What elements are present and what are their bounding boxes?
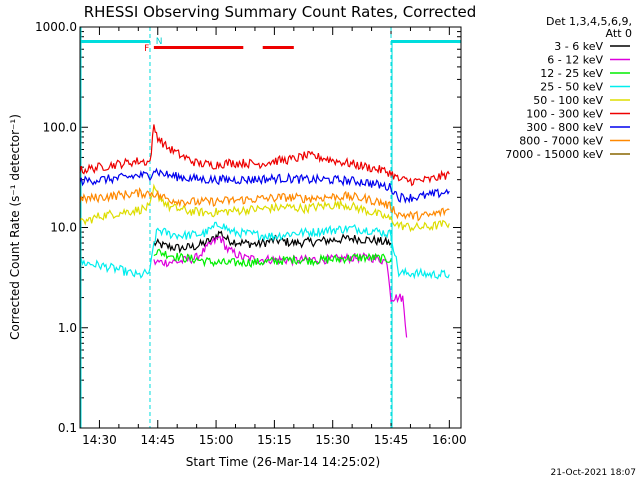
series-line [153,235,408,338]
x-axis: 14:30 14:45 15:00 15:15 15:30 15:45 16:00 [79,27,467,447]
legend-label: 3 - 6 keV [554,40,603,53]
footer-date: 21-Oct-2021 18:07 [551,468,636,478]
flare-flag-label: F [144,44,149,54]
series-lines [79,124,450,338]
y-tick-label: 1000.0 [35,20,77,34]
x-tick-label: 15:30 [315,433,350,447]
night-flag-bar [80,40,150,43]
legend-label: 6 - 12 keV [547,54,603,67]
legend-label: 800 - 7000 keV [519,135,603,148]
x-tick-label: 14:45 [140,433,175,447]
y-tick-label: 10.0 [50,221,77,235]
series-line [79,183,450,233]
plot-frame [79,26,462,429]
y-axis-label: Corrected Count Rate (s⁻¹ detector⁻¹) [8,114,22,340]
legend-label: 25 - 50 keV [540,81,603,94]
legend-label: 7000 - 15000 keV [505,148,603,161]
night-flag-bar [391,40,461,43]
series-line [79,167,450,204]
legend-header-1: Det 1,3,4,5,6,9, [546,15,632,28]
series-line [79,186,450,222]
legend-header-2: Att 0 [606,27,632,40]
legend-label: 300 - 800 keV [526,121,603,134]
y-tick-label: 100.0 [43,120,77,134]
series-line [79,124,450,187]
legend-label: 12 - 25 keV [540,67,603,80]
x-tick-label: 14:30 [82,433,117,447]
legend-label: 100 - 300 keV [526,108,603,121]
y-tick-label: 0.1 [58,421,77,435]
y-axis: 0.1 1.0 10.0 100.0 1000.0 [35,20,461,435]
legend-label: 50 - 100 keV [533,94,603,107]
chart-title: RHESSI Observing Summary Count Rates, Co… [84,3,477,21]
x-tick-label: 15:00 [199,433,234,447]
series-line [79,221,450,280]
night-flag-label: N [156,37,163,47]
flare-flag-bar [153,46,244,49]
flare-flag-bar [262,46,294,49]
x-tick-label: 15:15 [257,433,292,447]
series-line [153,230,392,254]
x-tick-label: 16:00 [432,433,467,447]
series-line [153,248,392,268]
x-axis-label: Start Time (26-Mar-14 14:25:02) [186,455,380,469]
x-tick-label: 15:45 [374,433,409,447]
y-tick-label: 1.0 [58,321,77,335]
